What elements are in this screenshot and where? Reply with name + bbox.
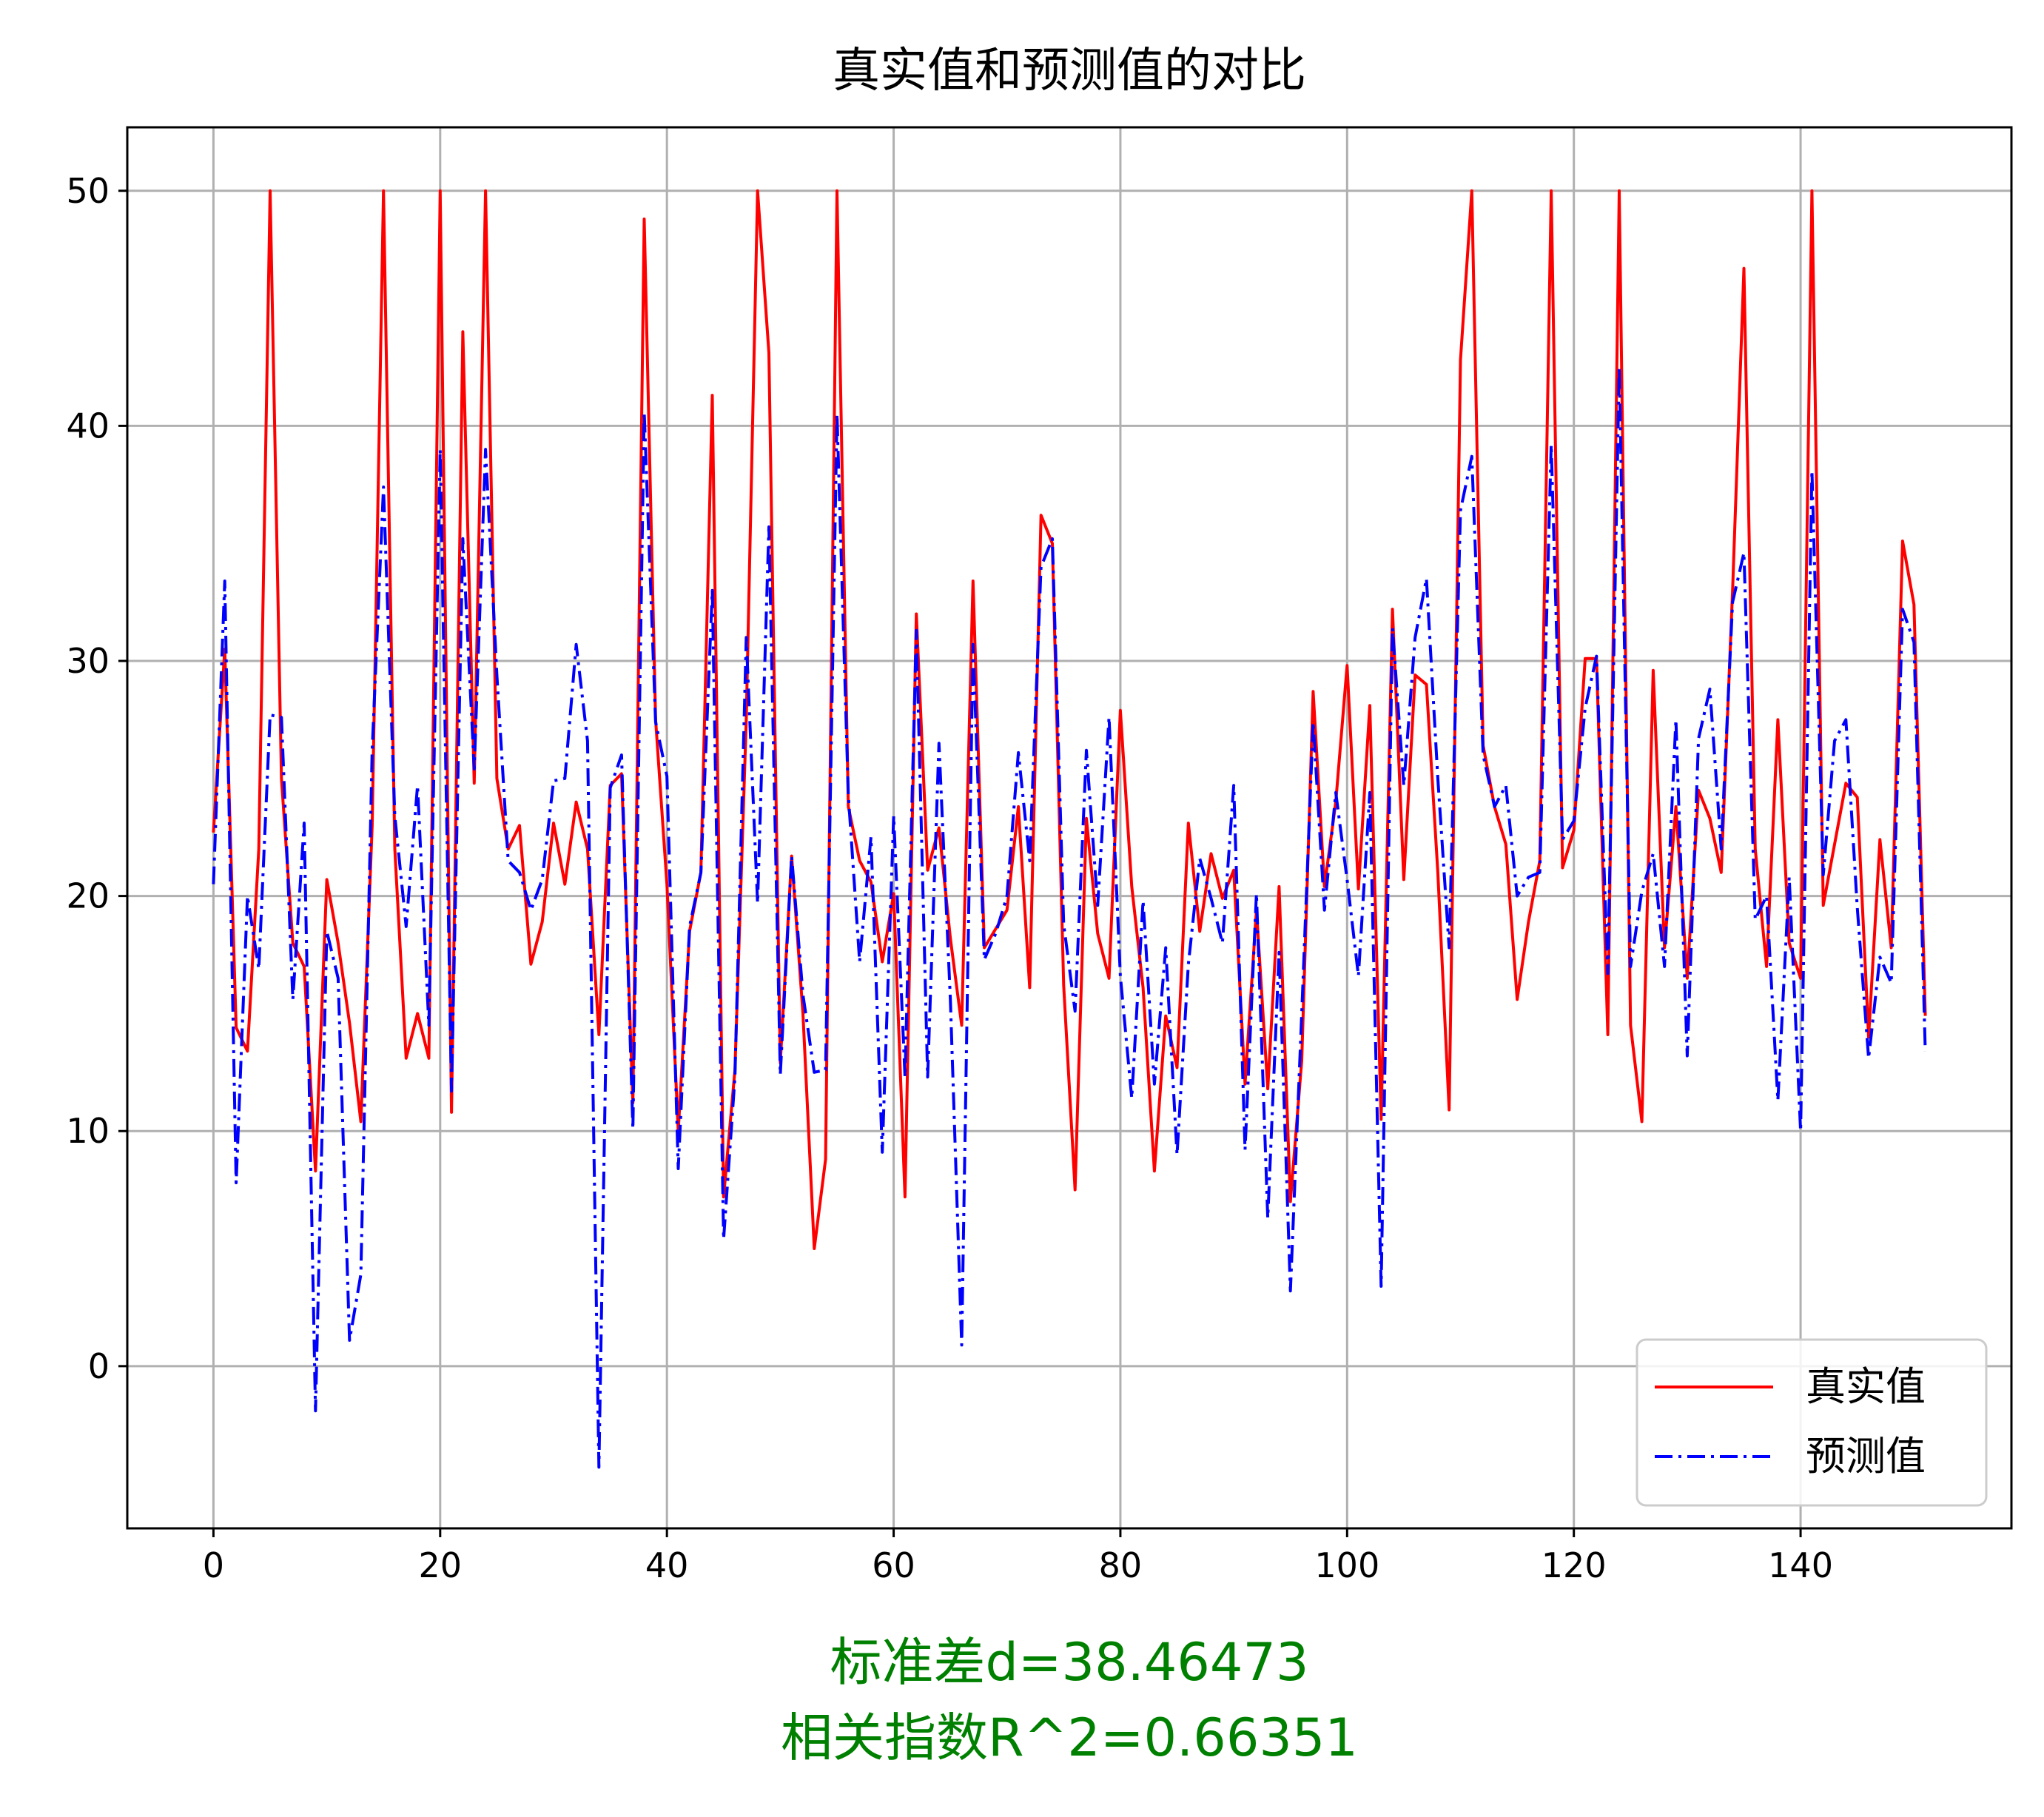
x-tick-label: 80 (1099, 1545, 1143, 1585)
x-tick-label: 20 (419, 1545, 463, 1585)
y-tick-label: 20 (66, 876, 110, 916)
x-tick-label: 120 (1542, 1545, 1607, 1585)
std-dev-annotation: 标准差d=38.46473 (830, 1632, 1308, 1693)
y-tick-label: 40 (66, 406, 110, 446)
legend: 真实值 预测值 (1637, 1340, 1986, 1505)
x-tick-label: 140 (1768, 1545, 1833, 1585)
x-tick-label: 60 (872, 1545, 915, 1585)
y-tick-label: 10 (66, 1111, 110, 1151)
y-tick-label: 50 (66, 171, 110, 211)
x-tick-label: 100 (1314, 1545, 1379, 1585)
x-tick-label: 0 (203, 1545, 224, 1585)
legend-label-actual: 真实值 (1806, 1363, 1926, 1410)
chart-title: 真实值和预测值的对比 (833, 44, 1306, 98)
y-tick-label: 0 (88, 1346, 110, 1386)
r-squared-annotation: 相关指数R^2=0.66351 (781, 1707, 1358, 1768)
x-tick-label: 40 (645, 1545, 689, 1585)
y-tick-label: 30 (66, 641, 110, 681)
legend-label-predicted: 预测值 (1806, 1433, 1926, 1480)
